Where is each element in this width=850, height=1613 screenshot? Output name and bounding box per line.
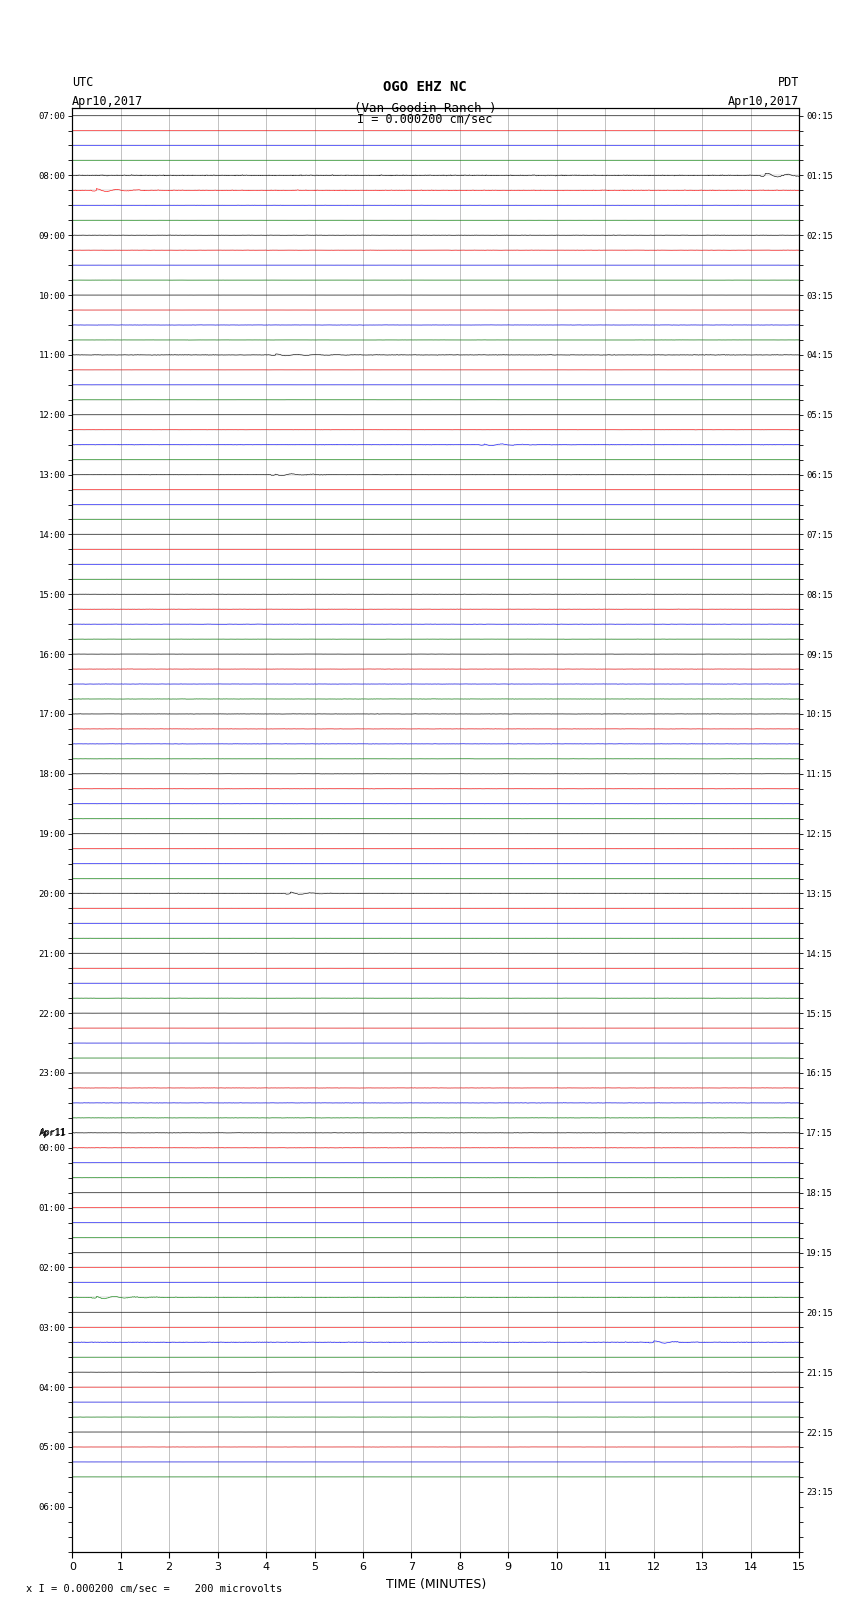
Text: Apr10,2017: Apr10,2017 bbox=[72, 95, 144, 108]
Text: I = 0.000200 cm/sec: I = 0.000200 cm/sec bbox=[357, 113, 493, 126]
Text: (Van Goodin Ranch ): (Van Goodin Ranch ) bbox=[354, 102, 496, 115]
Text: OGO EHZ NC: OGO EHZ NC bbox=[383, 81, 467, 94]
Text: PDT: PDT bbox=[778, 76, 799, 89]
Text: Apr11: Apr11 bbox=[40, 1129, 66, 1137]
X-axis label: TIME (MINUTES): TIME (MINUTES) bbox=[386, 1578, 485, 1590]
Text: UTC: UTC bbox=[72, 76, 94, 89]
Text: x I = 0.000200 cm/sec =    200 microvolts: x I = 0.000200 cm/sec = 200 microvolts bbox=[26, 1584, 281, 1594]
Text: Apr10,2017: Apr10,2017 bbox=[728, 95, 799, 108]
